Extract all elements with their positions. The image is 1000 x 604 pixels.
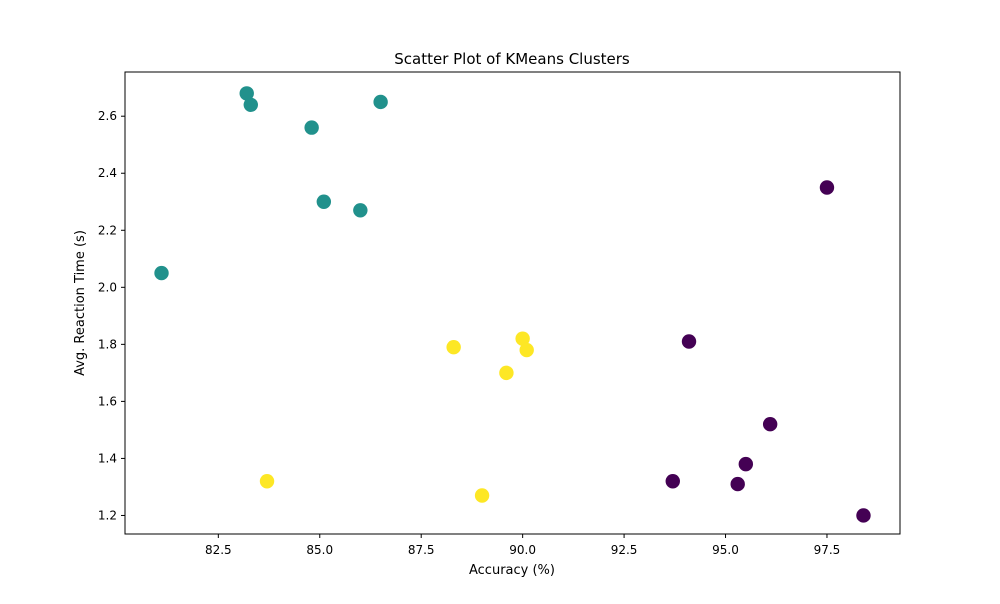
cluster-0-point-3 [738,456,754,472]
cluster-0-point-2 [762,417,778,432]
plot-frame [124,71,901,535]
cluster-0-point-5 [730,476,745,492]
cluster-2-point-1 [446,340,461,355]
cluster-0-point-1 [681,334,697,349]
y-tick-label: 2.2 [98,223,117,237]
data-points [154,86,871,523]
x-axis-label: Accuracy (%) [469,563,555,578]
x-tick-label: 85.0 [306,543,333,557]
cluster-0-point-0 [819,180,835,195]
y-axis-label: Avg. Reaction Time (s) [73,230,88,376]
cluster-2-point-0 [515,331,530,346]
x-tick-label: 87.5 [408,543,435,557]
cluster-1-point-2 [373,94,388,110]
x-tick-label: 95.0 [712,543,739,557]
y-tick-label: 2.0 [98,280,117,294]
x-tick-label: 97.5 [814,543,841,557]
cluster-1-point-1 [243,97,258,113]
y-tick-label: 1.2 [98,508,117,522]
chart-title: Scatter Plot of KMeans Clusters [394,50,630,68]
cluster-2-point-5 [474,488,490,503]
cluster-1-point-6 [154,265,169,281]
cluster-1-point-4 [316,194,332,209]
x-axis-ticks: 82.5 85.0 87.5 90.0 92.5 95.0 97.5 [205,534,840,557]
cluster-1-point-3 [304,120,319,135]
x-tick-label: 92.5 [611,543,638,557]
cluster-1-point-0 [239,86,254,101]
y-tick-label: 2.6 [98,109,117,123]
y-tick-label: 1.6 [98,394,117,408]
y-tick-label: 1.8 [98,337,117,351]
x-tick-label: 82.5 [205,543,232,557]
y-tick-label: 2.4 [98,166,117,180]
cluster-2-point-4 [259,474,275,489]
cluster-0-point-6 [856,508,871,523]
cluster-2-point-3 [499,365,514,381]
cluster-0-point-4 [665,474,680,489]
x-tick-label: 90.0 [509,543,536,557]
y-tick-label: 1.4 [98,451,117,465]
cluster-2-point-2 [519,342,534,358]
y-axis-ticks: 1.2 1.4 1.6 1.8 2.0 2.2 2.4 2.6 [98,109,125,522]
cluster-1-point-5 [353,203,368,218]
